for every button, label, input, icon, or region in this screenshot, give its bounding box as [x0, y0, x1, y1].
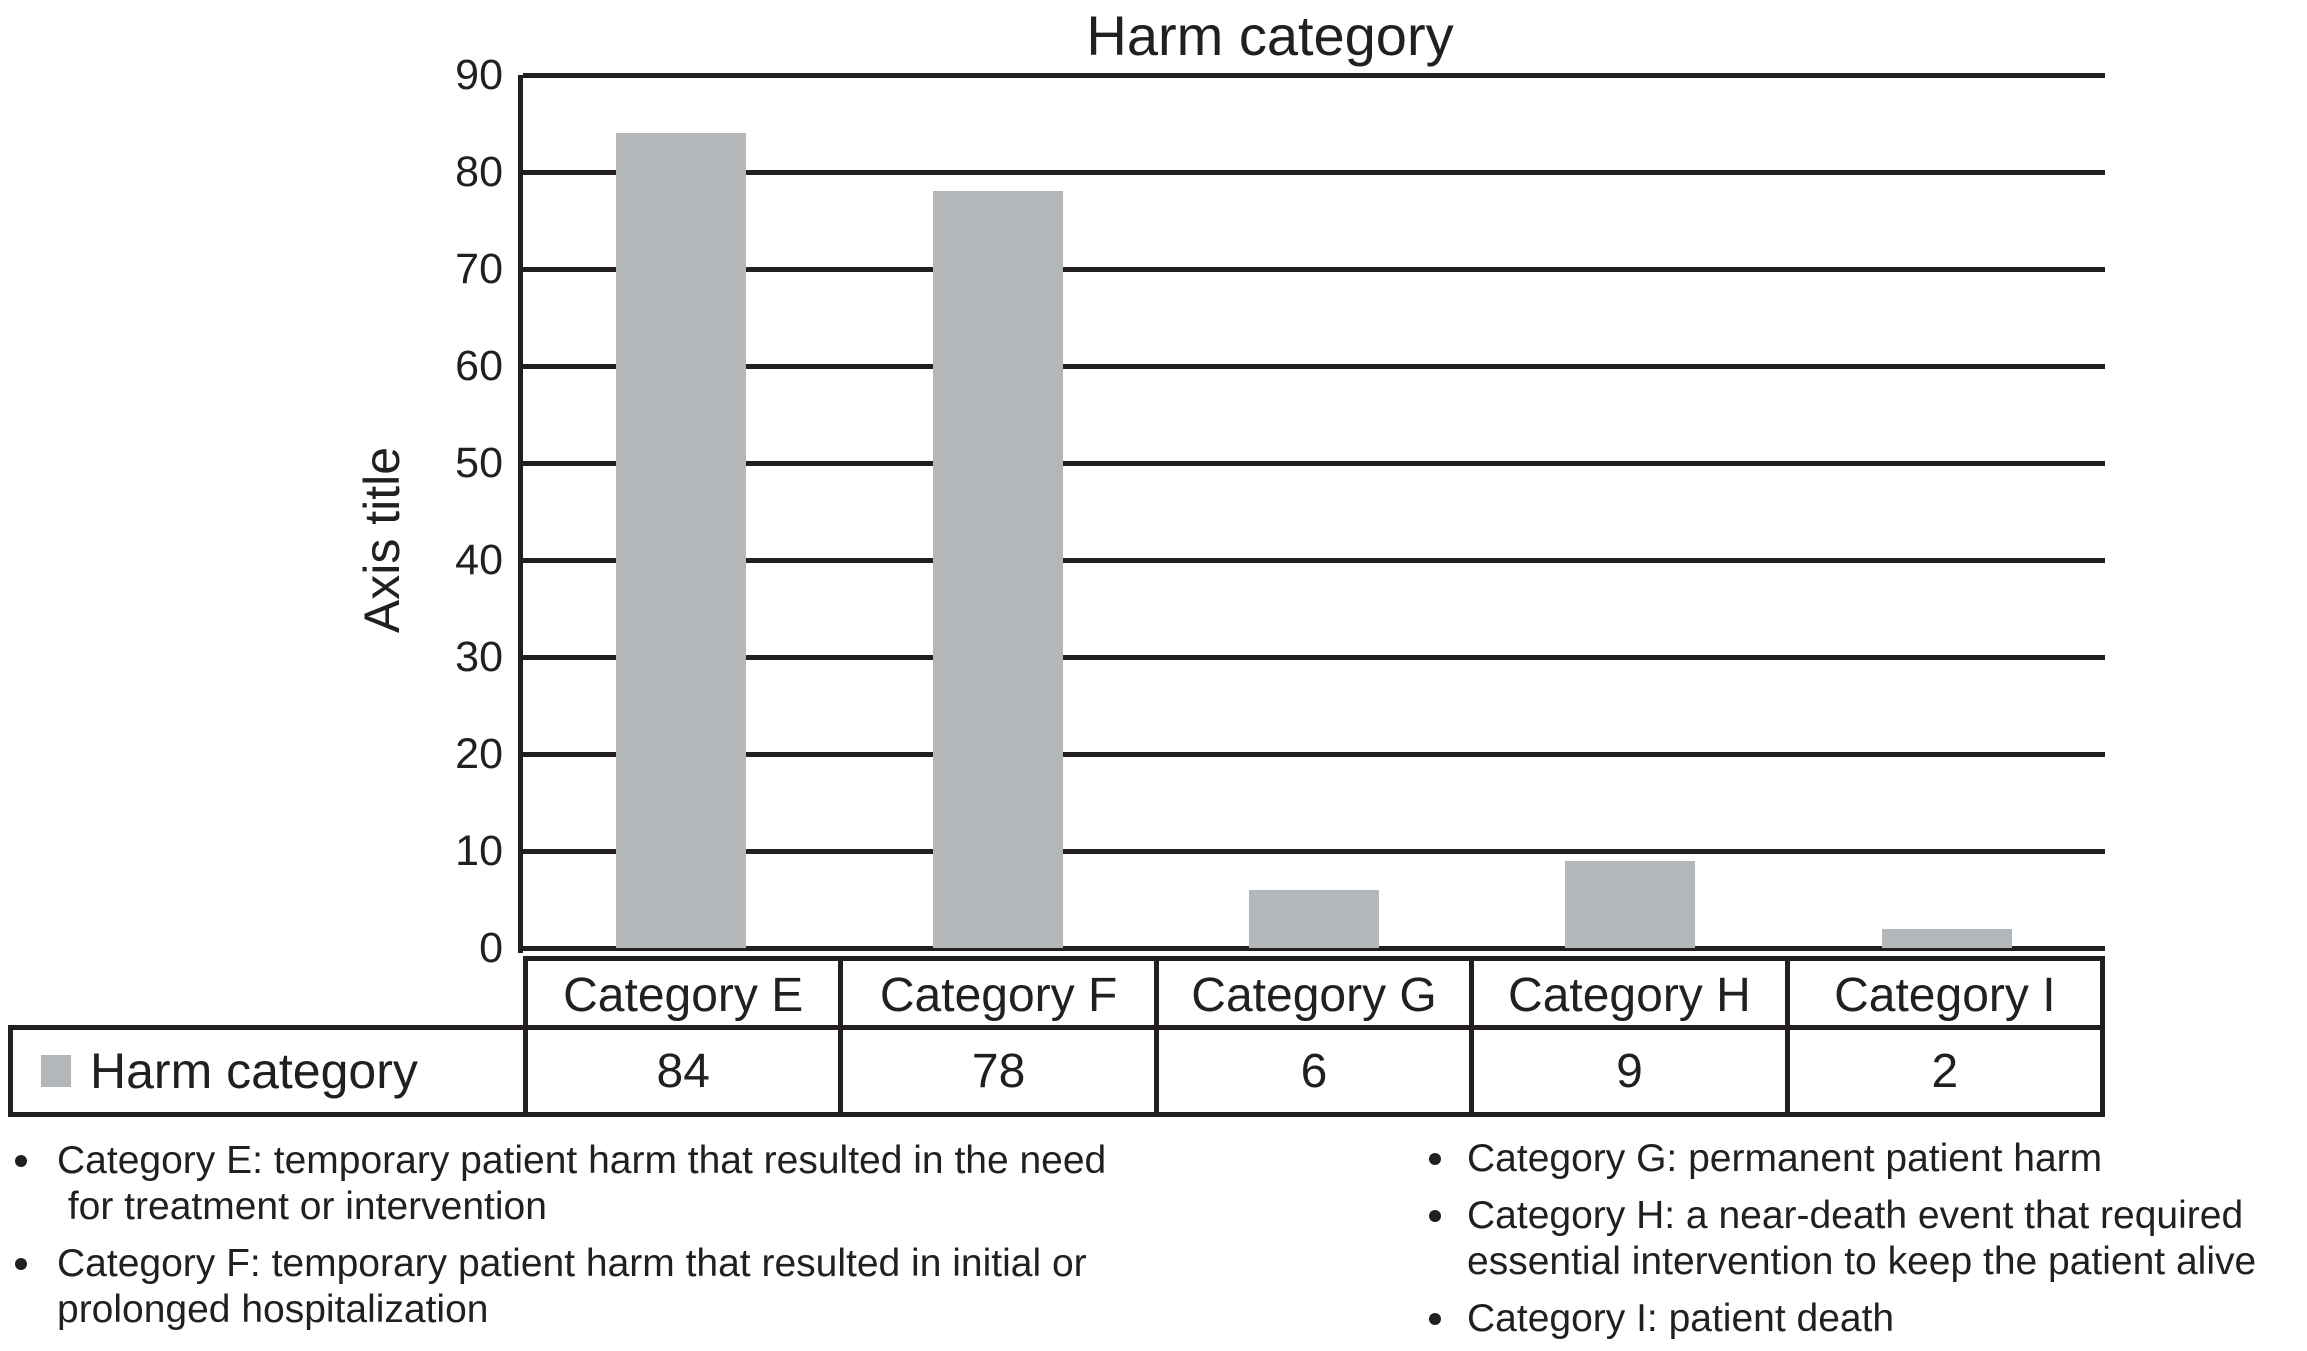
- y-tick-30: 30: [455, 633, 503, 681]
- bar-category-f: [932, 191, 1063, 948]
- header-cell-category-f: Category F: [838, 961, 1153, 1030]
- data-value-row: Harm category 84 78 6 9 2: [8, 1025, 2105, 1117]
- y-tick-90: 90: [455, 51, 503, 99]
- y-tick-60: 60: [455, 342, 503, 390]
- header-cell-category-g: Category G: [1153, 961, 1469, 1030]
- footnote-item: Category G: permanent patient harm: [1424, 1136, 2307, 1182]
- y-tick-20: 20: [455, 730, 503, 778]
- bar-category-i: [1881, 928, 2012, 948]
- gridline-10: [523, 848, 2105, 854]
- gridline-20: [523, 751, 2105, 757]
- gridline-0: [523, 945, 2105, 951]
- y-tick-50: 50: [455, 439, 503, 487]
- chart-title: Harm category: [1086, 4, 1454, 67]
- legend-cell: Harm category: [13, 1030, 523, 1112]
- y-tick-80: 80: [455, 148, 503, 196]
- footnote-item: Category F: temporary patient harm that …: [10, 1241, 1240, 1333]
- y-tick-10: 10: [455, 827, 503, 875]
- y-tick-70: 70: [455, 245, 503, 293]
- y-tick-0: 0: [479, 924, 503, 972]
- gridline-40: [523, 557, 2105, 563]
- bar-category-e: [616, 133, 747, 948]
- value-cell-category-h: 9: [1469, 1030, 1784, 1112]
- footnotes-left: Category E: temporary patient harm that …: [10, 1138, 1240, 1344]
- footnote-item: Category I: patient death: [1424, 1296, 2307, 1342]
- footnote-item: Category H: a near-death event that requ…: [1424, 1193, 2307, 1285]
- gridline-70: [523, 266, 2105, 272]
- footnotes-right: Category G: permanent patient harm Catego…: [1424, 1136, 2307, 1351]
- gridline-90: [523, 72, 2105, 78]
- header-cell-category-e: Category E: [563, 969, 804, 1022]
- legend-swatch-icon: [41, 1055, 71, 1087]
- bar-category-h: [1565, 860, 1696, 948]
- gridline-60: [523, 363, 2105, 369]
- value-cell-category-e: 84: [523, 1030, 838, 1112]
- gridline-30: [523, 654, 2105, 660]
- category-header-row: Category E Category F Category G Category H…: [523, 956, 2105, 1030]
- y-axis-line: [518, 75, 523, 953]
- legend-label: Harm category: [90, 1043, 418, 1099]
- value-cell-category-g: 6: [1153, 1030, 1469, 1112]
- y-tick-40: 40: [455, 536, 503, 584]
- gridline-50: [523, 460, 2105, 466]
- header-cell-category-h: Category H: [1469, 961, 1784, 1030]
- value-cell-category-f: 78: [838, 1030, 1153, 1112]
- bar-category-g: [1249, 889, 1379, 948]
- header-cell-category-i: Category I: [1784, 961, 2100, 1030]
- value-cell-category-i: 2: [1784, 1030, 2100, 1112]
- gridline-80: [523, 169, 2105, 175]
- footnote-item: Category E: temporary patient harm that …: [10, 1138, 1240, 1230]
